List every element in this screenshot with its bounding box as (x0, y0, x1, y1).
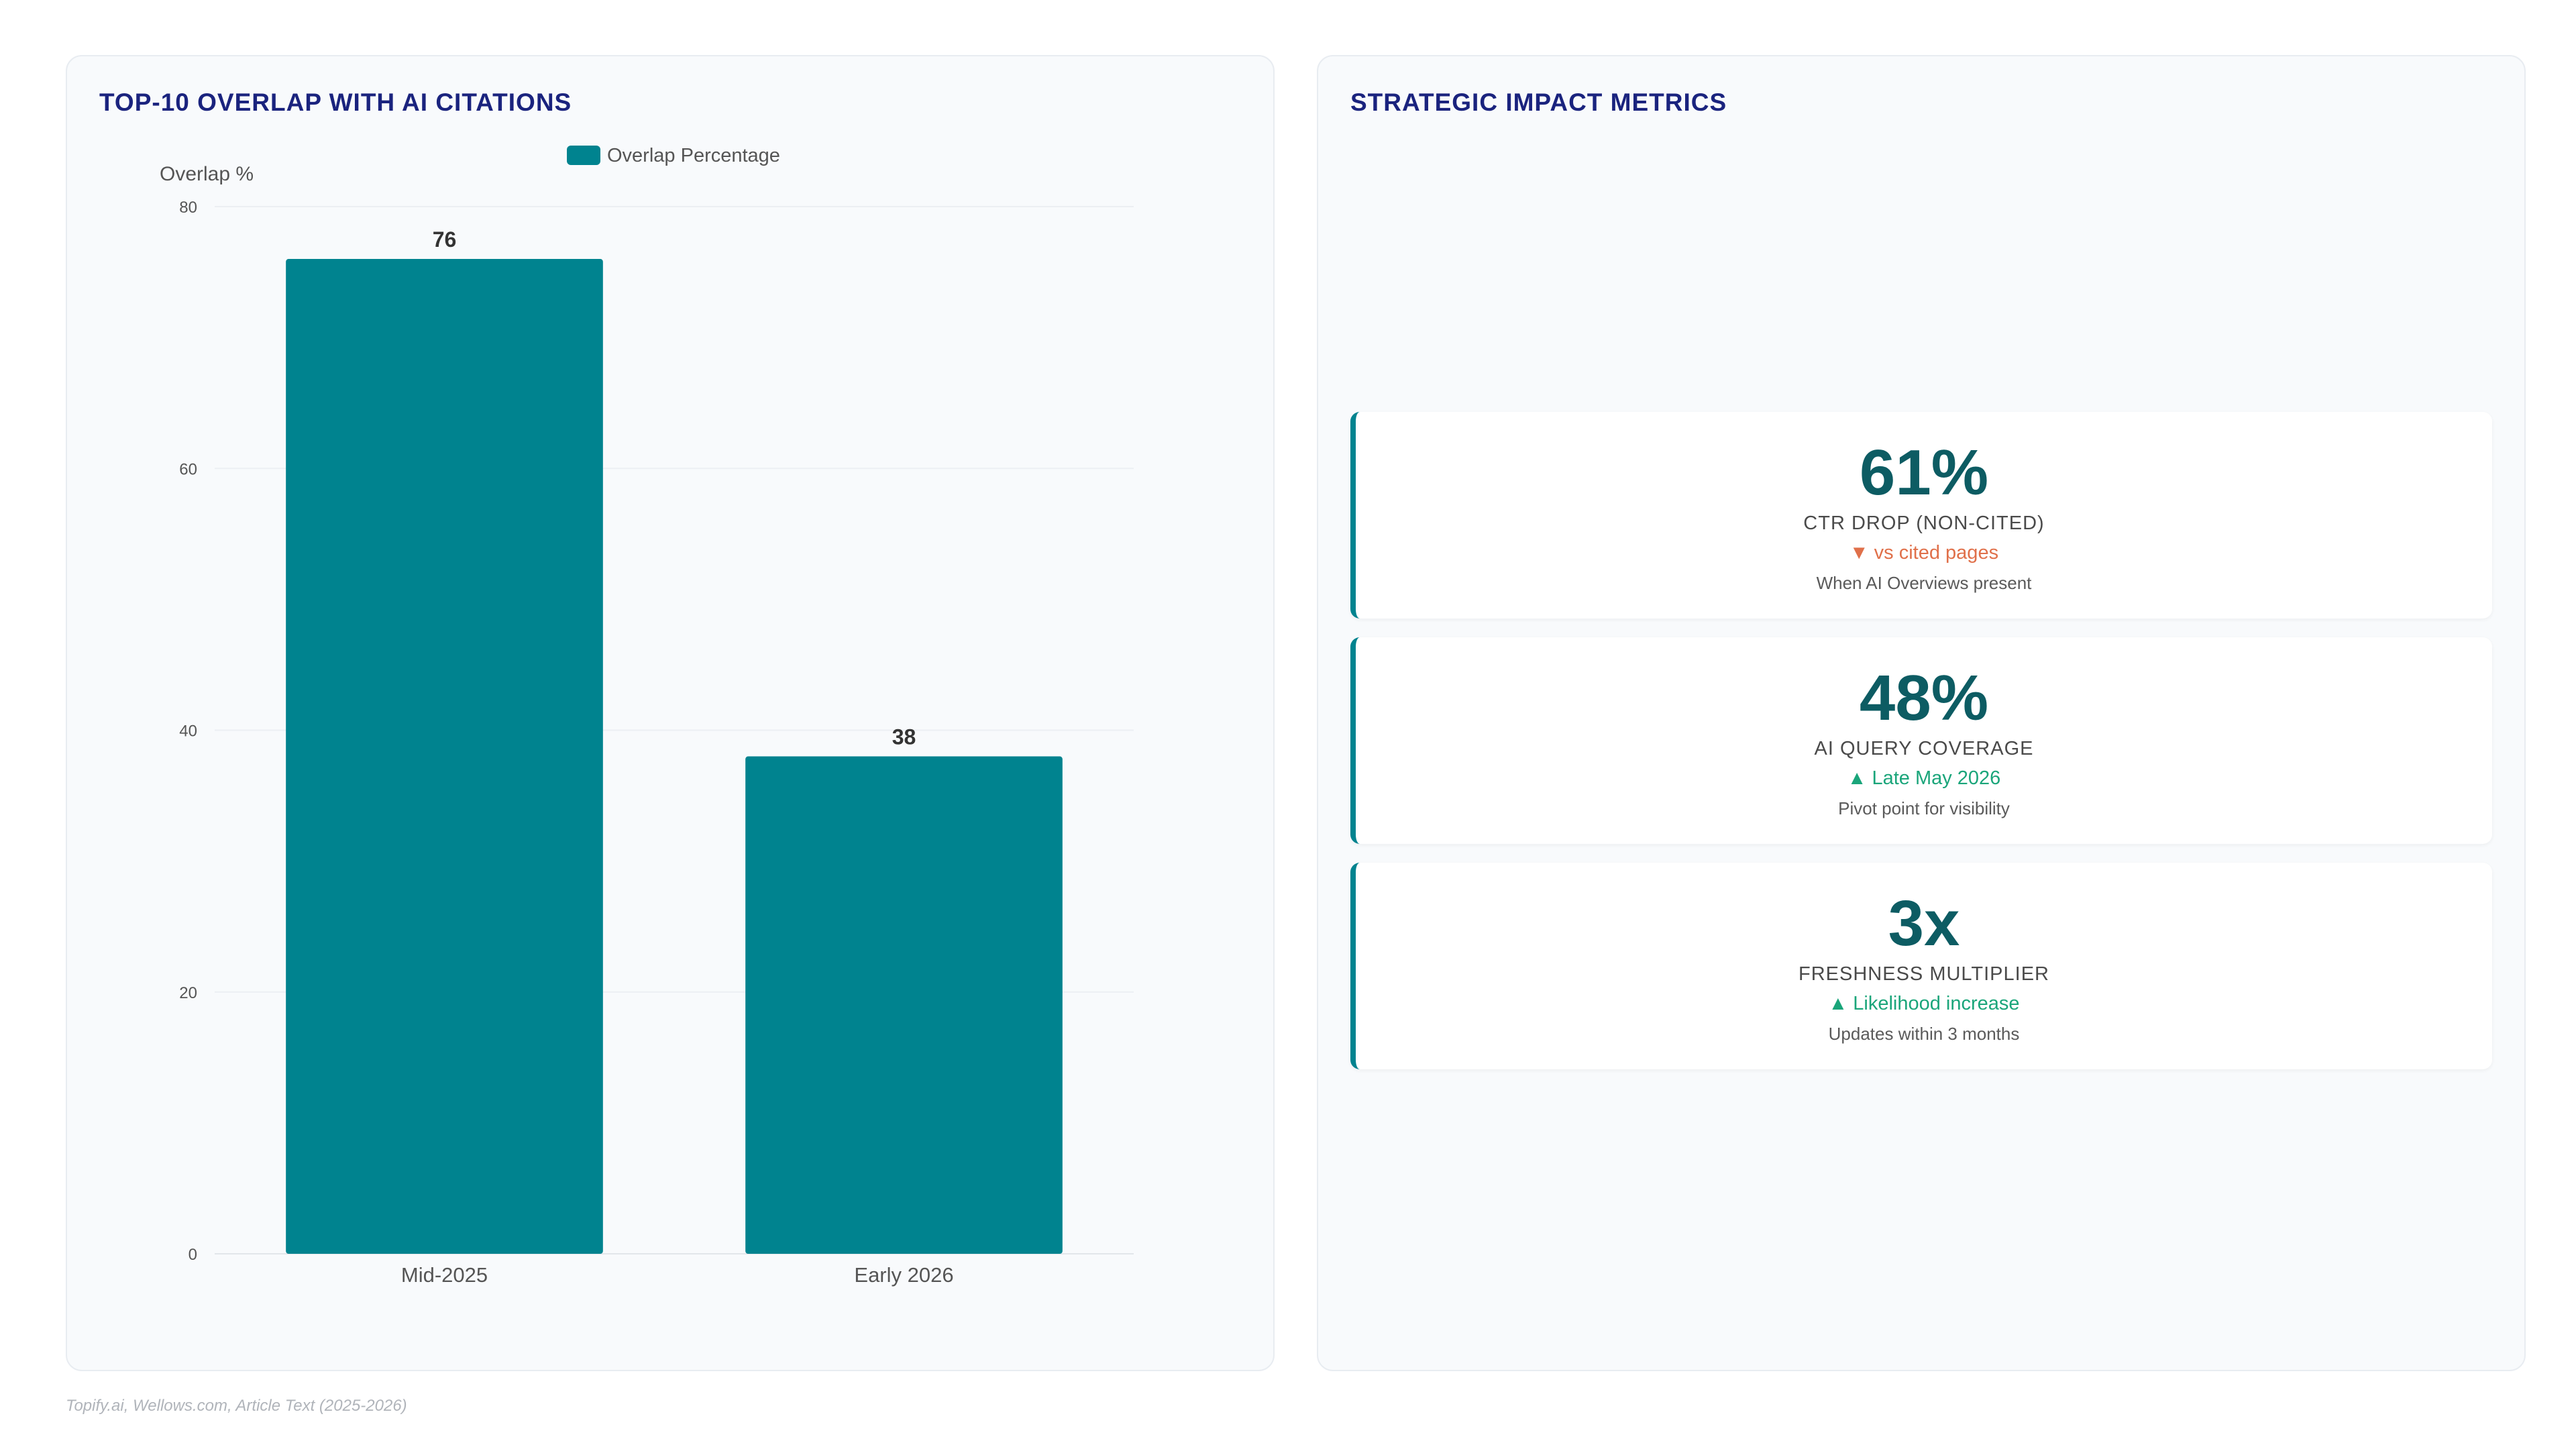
metric-value: 48% (1859, 662, 1989, 734)
metric-note: When AI Overviews present (1816, 573, 2032, 593)
metric-value: 61% (1859, 437, 1989, 508)
y-axis-label: Overlap % (160, 163, 254, 185)
metric-card-freshness-multiplier: 3x FRESHNESS MULTIPLIER ▲ Likelihood inc… (1350, 863, 2492, 1069)
y-tick-label: 20 (179, 984, 197, 1002)
bar-early-2026 (745, 756, 1063, 1254)
y-tick-label: 60 (179, 460, 197, 478)
overlap-bar-chart: 0 20 40 60 80 Overlap % Overlap Percentage 76 Mi… (160, 145, 1134, 1287)
bar-data-label: 76 (433, 227, 457, 252)
chart-panel: TOP-10 OVERLAP WITH AI CITATIONS 0 20 40 60… (66, 55, 1275, 1371)
legend-label: Overlap Percentage (607, 145, 780, 166)
legend-swatch (567, 146, 600, 165)
metric-trend: ▲ Likelihood increase (1828, 993, 2020, 1014)
metric-note: Pivot point for visibility (1838, 798, 2010, 818)
y-tick-label: 0 (189, 1246, 197, 1264)
metric-trend: ▼ vs cited pages (1849, 542, 1999, 564)
metric-card-ctr-drop: 61% CTR DROP (NON-CITED) ▼ vs cited page… (1350, 412, 2492, 619)
y-tick-label: 40 (179, 722, 197, 741)
metrics-panel: STRATEGIC IMPACT METRICS 61% CTR DROP (N… (1317, 55, 2526, 1371)
metric-card-ai-query-coverage: 48% AI QUERY COVERAGE ▲ Late May 2026 Pi… (1350, 637, 2492, 844)
x-tick-label: Mid-2025 (401, 1263, 488, 1287)
metric-value: 3x (1888, 888, 1960, 959)
bar-mid-2025 (286, 259, 603, 1254)
x-tick-label: Early 2026 (854, 1263, 953, 1287)
bar-data-label: 38 (892, 725, 916, 749)
source-note: Topify.ai, Wellows.com, Article Text (20… (66, 1397, 407, 1415)
metric-label: AI QUERY COVERAGE (1814, 738, 2034, 759)
chart-title: TOP-10 OVERLAP WITH AI CITATIONS (99, 89, 572, 116)
metrics-title: STRATEGIC IMPACT METRICS (1350, 89, 1727, 116)
metric-label: FRESHNESS MULTIPLIER (1799, 963, 2049, 985)
metric-label: CTR DROP (NON-CITED) (1803, 513, 2045, 534)
metric-trend: ▲ Late May 2026 (1847, 767, 2001, 789)
y-tick-label: 80 (179, 199, 197, 217)
metric-note: Updates within 3 months (1828, 1024, 2020, 1044)
